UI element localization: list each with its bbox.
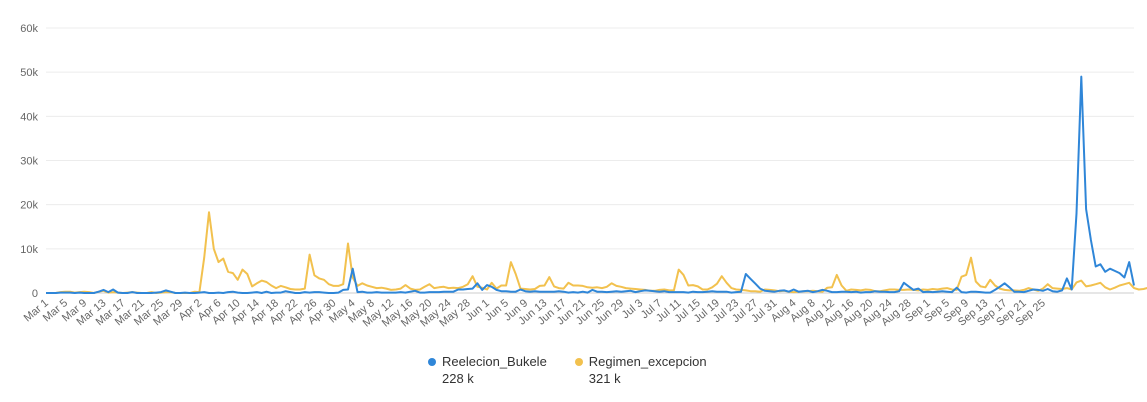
y-tick-label: 40k: [20, 111, 38, 123]
series-lines: [46, 75, 1147, 294]
y-tick-label: 60k: [20, 23, 38, 35]
legend-item-reelecion[interactable]: Reelecion_Bukele 228 k: [428, 354, 547, 386]
y-tick-label: 0: [32, 288, 38, 300]
legend: Reelecion_Bukele 228 k Regimen_excepcion…: [428, 354, 707, 386]
series-line-reelecion_bukele[interactable]: [46, 75, 1135, 294]
series-color-dot-icon: [428, 357, 436, 366]
y-tick-label: 20k: [20, 200, 38, 212]
legend-item-regimen[interactable]: Regimen_excepcion 321 k: [574, 354, 707, 386]
series-color-dot-icon: [574, 357, 583, 366]
y-tick-label: 50k: [20, 67, 38, 79]
legend-label: Regimen_excepcion: [588, 354, 707, 369]
y-tick-label: 10k: [20, 244, 38, 256]
series-line-regimen_excepcion[interactable]: [46, 211, 1147, 294]
legend-total: 228 k: [442, 371, 474, 386]
legend-label: Reelecion_Bukele: [442, 354, 547, 369]
legend-total: 321 k: [588, 371, 621, 386]
y-axis-ticks: 0 10k 20k 30k 40k 50k 60k: [20, 23, 38, 300]
grid-lines: [46, 27, 1134, 294]
y-tick-label: 30k: [20, 156, 38, 168]
